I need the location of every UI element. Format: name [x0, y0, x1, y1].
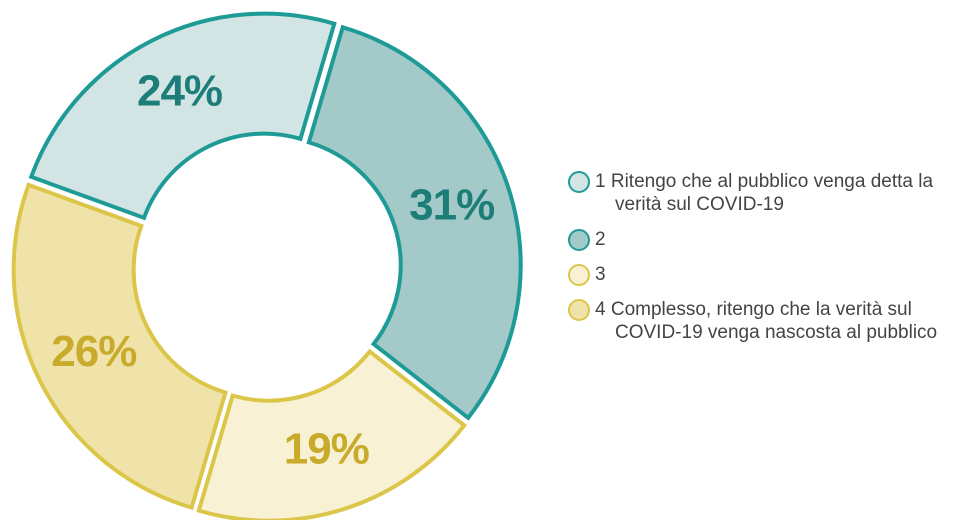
legend-item: 4 Complesso, ritengo che la verità sul C…	[568, 298, 958, 344]
legend-marker	[568, 229, 590, 251]
donut-segment	[306, 24, 523, 421]
donut-segment	[196, 348, 468, 520]
legend-item: 2	[568, 228, 958, 251]
legend-marker	[568, 171, 590, 193]
value-label: 26%	[51, 327, 136, 376]
legend: 1 Ritengo che al pubblico venga detta la…	[568, 170, 958, 356]
legend-label: 3	[595, 264, 606, 285]
value-label: 31%	[409, 180, 494, 229]
legend-marker	[568, 299, 590, 321]
legend-label: 4 Complesso, ritengo che la verità sul C…	[595, 299, 938, 343]
legend-item: 1 Ritengo che al pubblico venga detta la…	[568, 170, 958, 216]
donut-segment	[11, 182, 228, 511]
legend-marker	[568, 264, 590, 286]
donut-segment	[28, 11, 337, 221]
legend-item: 3	[568, 263, 958, 286]
legend-label: 1 Ritengo che al pubblico venga detta la…	[595, 171, 934, 215]
value-label: 19%	[284, 424, 369, 473]
legend-label: 2	[595, 229, 606, 250]
value-label: 24%	[137, 66, 222, 115]
